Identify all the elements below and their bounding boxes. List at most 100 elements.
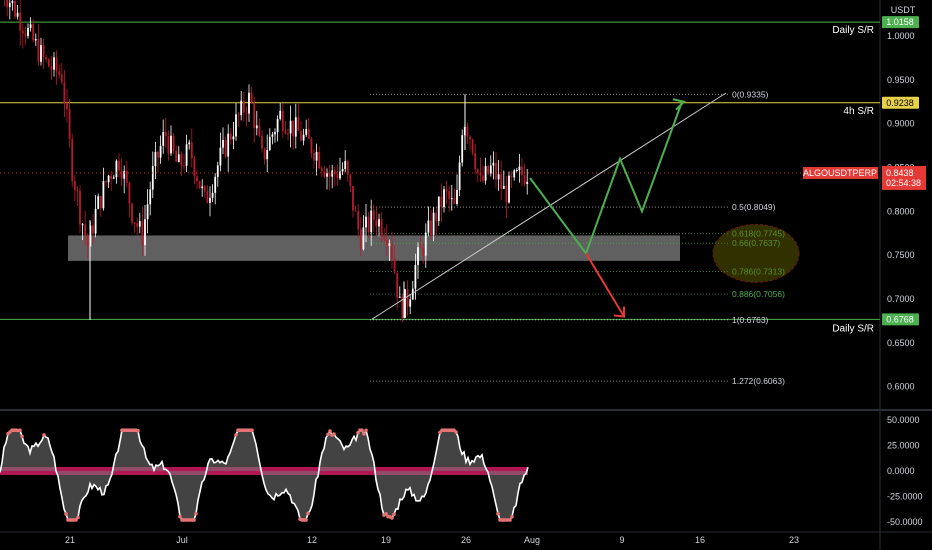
candle-body	[453, 198, 456, 204]
candle-body	[331, 170, 334, 177]
candle-body	[443, 189, 445, 208]
candle-body	[440, 196, 443, 208]
candle-body	[456, 190, 458, 204]
candle-body	[526, 181, 529, 185]
candle-body	[227, 133, 230, 157]
candle-body	[320, 168, 323, 172]
date-tick-label: 12	[307, 535, 317, 545]
oscillator-extreme-marker	[328, 429, 332, 433]
oscillator-extreme-marker	[194, 511, 198, 516]
fib-label: 0.618(0.7745)	[732, 229, 785, 239]
target-zone-ellipse	[712, 223, 800, 283]
candle-body	[214, 176, 217, 193]
date-tick-label: 26	[461, 535, 471, 545]
date-tick-label: 23	[789, 535, 799, 545]
candle-body	[508, 175, 510, 203]
candle-body	[151, 166, 154, 190]
candle-body	[333, 170, 336, 175]
candle-body	[105, 181, 107, 183]
candle-body	[250, 92, 253, 103]
candle-body	[68, 109, 71, 139]
candle-body	[500, 174, 503, 189]
candle-body	[224, 139, 227, 157]
fib-label: 0.786(0.7313)	[732, 267, 785, 277]
candle-body	[162, 131, 165, 146]
candle-body	[489, 165, 492, 174]
candle-body	[60, 74, 63, 83]
bullish-path	[529, 101, 683, 256]
candle-body	[27, 27, 29, 37]
candle-body	[50, 66, 53, 70]
fib-label: 0.5(0.8049)	[732, 202, 776, 212]
last-price-tag	[882, 165, 926, 190]
candle-body	[302, 134, 305, 141]
candle-body	[474, 152, 477, 170]
date-axis[interactable]: 21 Jul 12 19 26 Aug 9 16 23	[65, 535, 799, 545]
candle-body	[71, 138, 74, 182]
symbol-tag-text: ALGOUSDTPERP	[803, 168, 877, 178]
candle-body	[284, 130, 287, 134]
currency-label: USDT	[891, 5, 916, 15]
date-tick-label: 9	[619, 535, 624, 545]
candle-body	[313, 152, 315, 161]
candle-body	[411, 288, 414, 300]
candle-body	[502, 185, 505, 189]
candle-body	[261, 135, 263, 149]
candle-body	[396, 272, 399, 298]
candle-body	[437, 196, 440, 221]
price-tick-label: 0.8000	[887, 206, 915, 216]
candle-body	[435, 212, 438, 221]
oscillator-tick-label: -50.0000	[887, 517, 923, 527]
candle-body	[336, 174, 339, 179]
candle-body	[482, 175, 484, 181]
candle-body	[323, 171, 326, 177]
candle-body	[216, 165, 219, 177]
candle-body	[404, 289, 406, 318]
horizontal-levels: Daily S/R 4h S/R Daily S/R	[0, 21, 880, 334]
sr-level-name: Daily S/R	[832, 323, 874, 334]
bearish-path	[585, 252, 625, 318]
candle-body	[339, 171, 341, 179]
candle-body	[123, 170, 126, 179]
support-zone-rect	[68, 235, 680, 261]
candle-body	[58, 71, 61, 75]
candle-body	[40, 45, 42, 62]
candle-body	[222, 139, 224, 148]
symbol-tag	[803, 166, 878, 179]
candle-body	[391, 243, 393, 259]
candle-body	[393, 258, 396, 273]
candle-body	[406, 289, 409, 307]
candle-body	[55, 57, 58, 72]
price-tick-label: 0.6500	[887, 338, 915, 348]
candle-body	[383, 236, 386, 240]
candle-body	[378, 219, 380, 227]
candle-body	[240, 100, 243, 116]
candle-body	[193, 158, 196, 177]
candle-body	[430, 220, 432, 236]
candle-body	[198, 181, 201, 189]
fibonacci-retracement: 0(0.9335) 0.5(0.8049) 0.618(0.7745)0.66(0.…	[370, 89, 785, 386]
oscillator-extreme-marker	[360, 428, 364, 433]
date-tick-label: 19	[381, 535, 391, 545]
candle-body	[203, 186, 206, 192]
candle-body	[318, 151, 321, 169]
bullish-arrowhead	[672, 98, 686, 111]
sr-level-name: 4h S/R	[843, 106, 874, 117]
candle-body	[206, 191, 209, 203]
candle-body	[523, 175, 526, 185]
candle-body	[235, 114, 237, 137]
price-axis[interactable]: 1.00000.95000.90000.85000.80000.75000.70…	[803, 16, 926, 527]
countdown-text: 02:54:38	[886, 178, 921, 188]
candle-body	[8, 2, 11, 8]
candlestick-series	[0, 0, 880, 323]
fib-label: 0(0.9335)	[732, 89, 769, 99]
candle-body	[97, 196, 100, 209]
candle-body	[484, 166, 487, 181]
sr-level-name: Daily S/R	[832, 25, 874, 36]
candle-body	[190, 142, 193, 159]
candle-body	[346, 161, 349, 175]
candle-body	[289, 120, 292, 134]
candle-body	[372, 210, 375, 220]
oscillator-extreme-marker	[508, 518, 512, 522]
